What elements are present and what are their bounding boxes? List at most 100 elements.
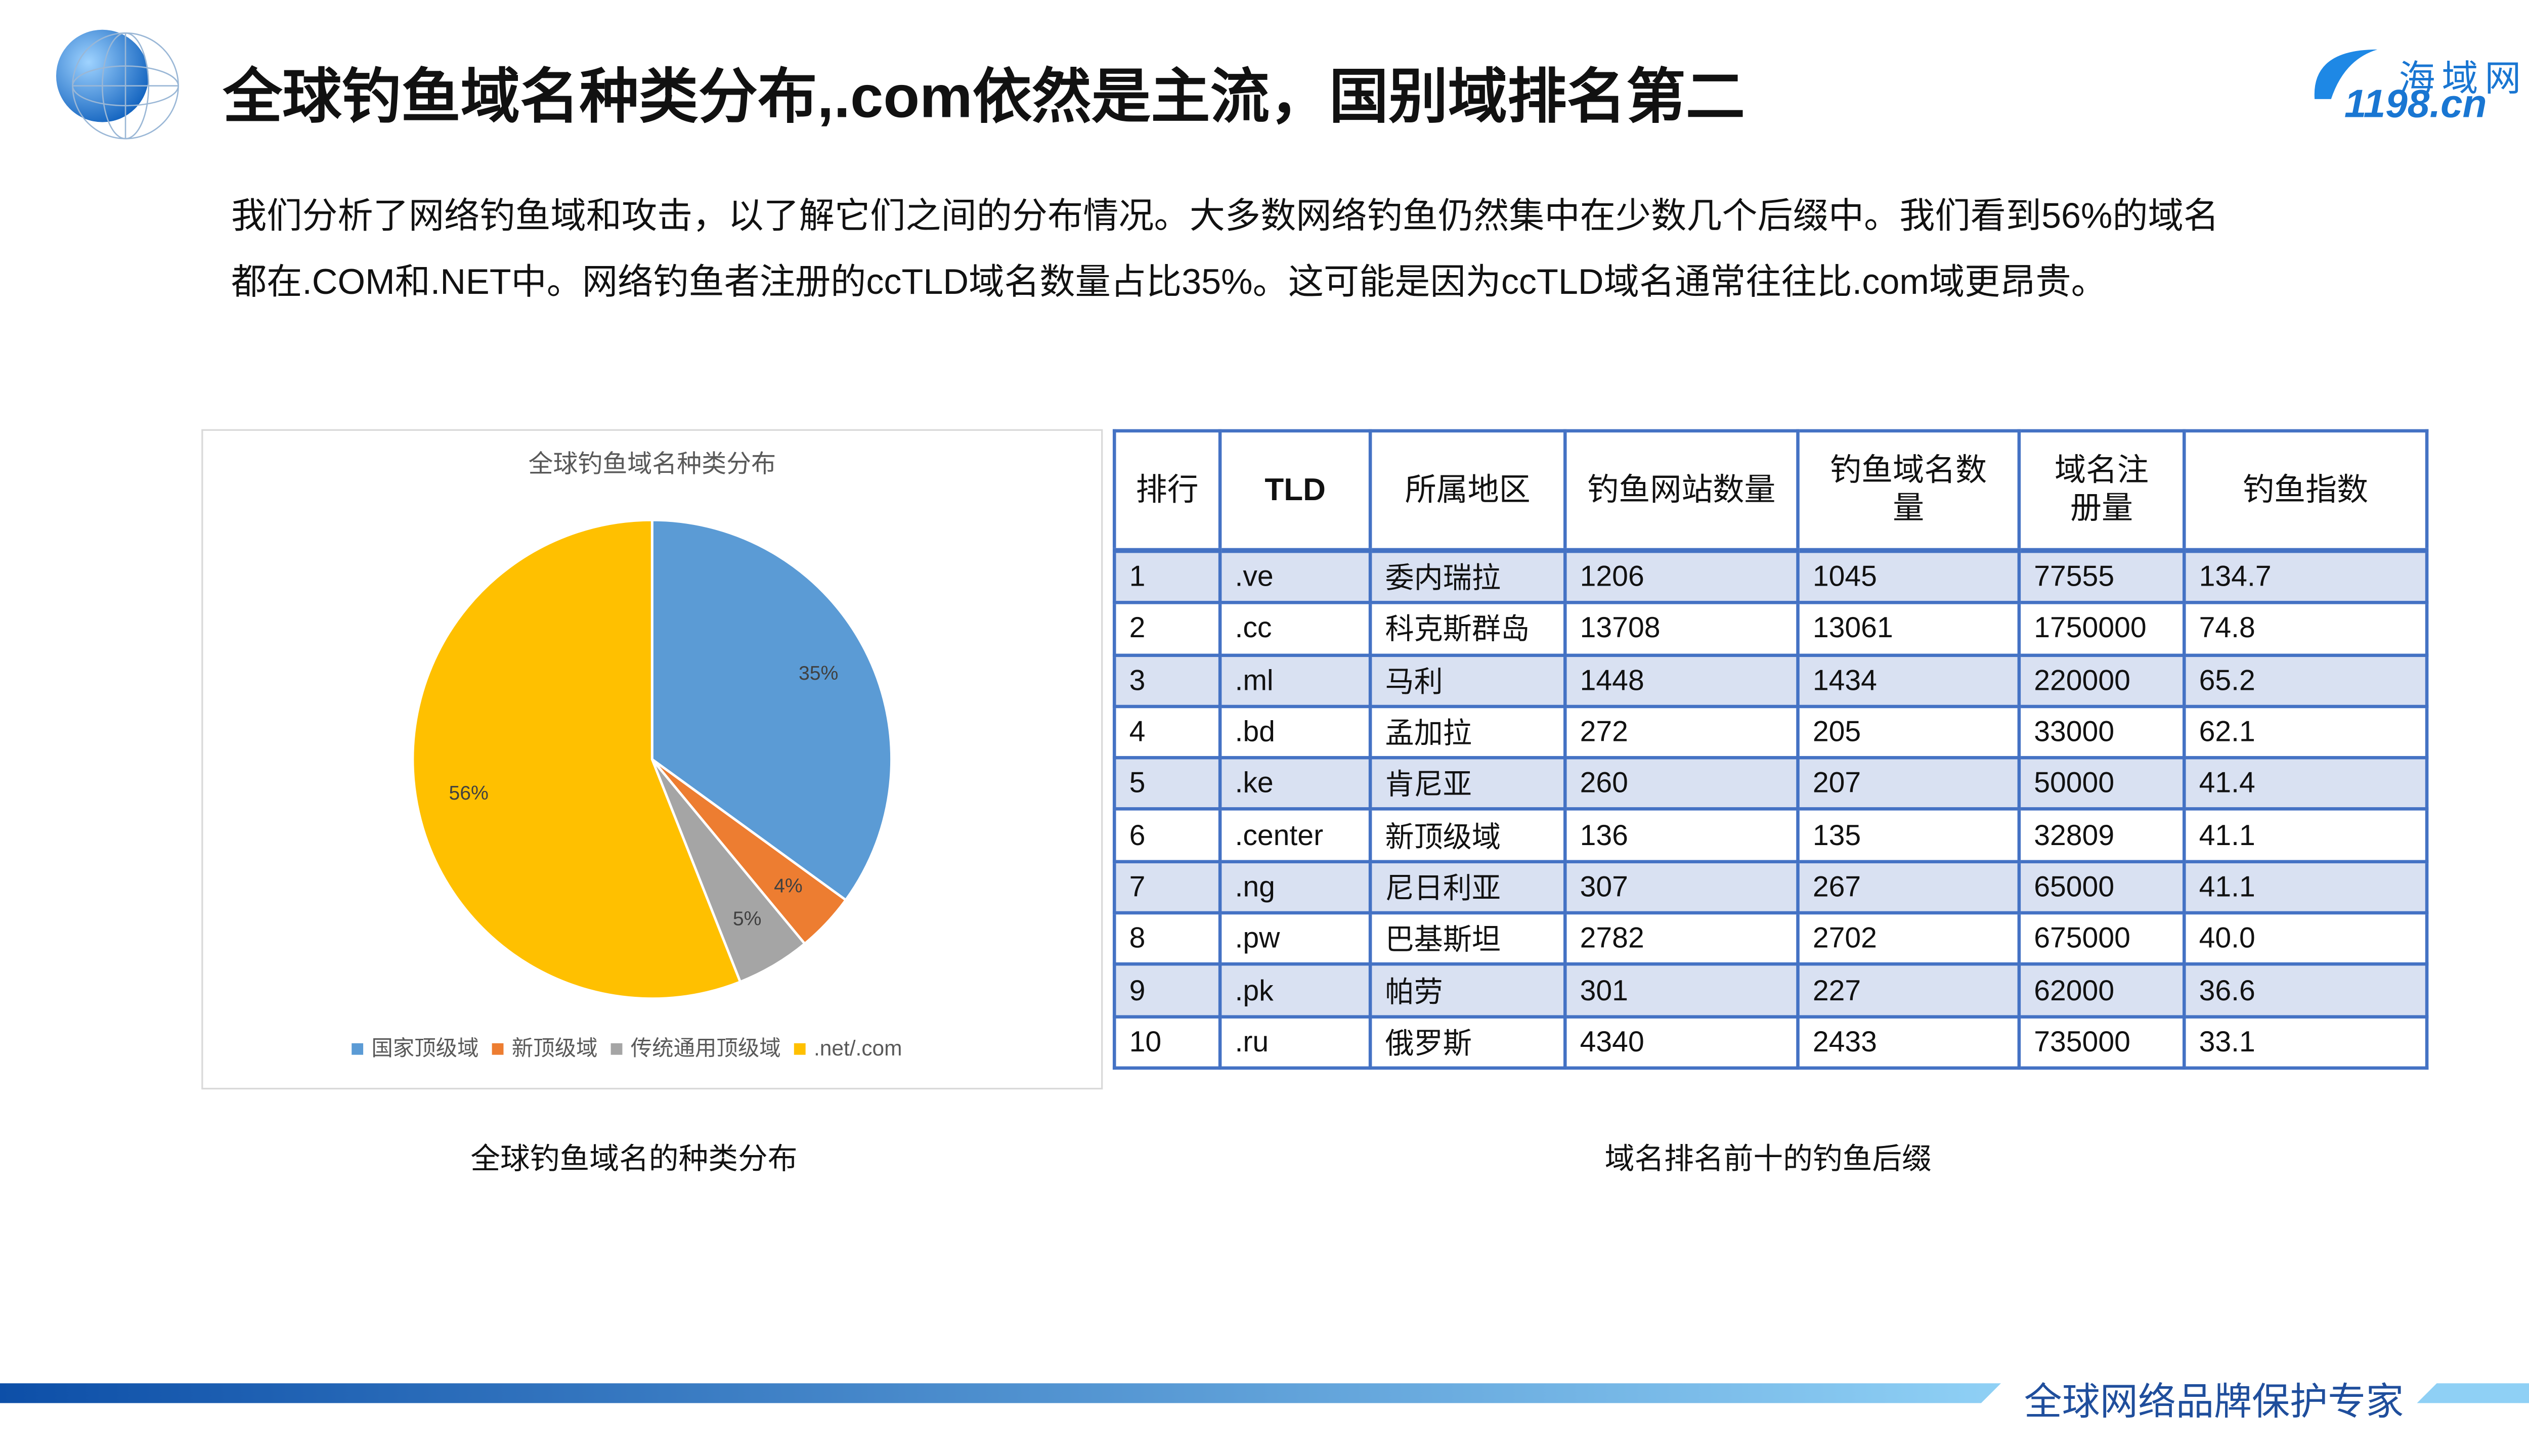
table-cell: 1434: [1796, 653, 2021, 708]
column-header: 排行: [1112, 429, 1222, 553]
table-row: 2 .cc 科克斯群岛 13708 13061 1750000 74.8: [1112, 601, 2429, 656]
table-cell: 50000: [2017, 756, 2186, 812]
table-cell: 3: [1112, 653, 1222, 708]
legend-label: 国家顶级域: [371, 1036, 478, 1060]
table-cell: 10: [1112, 1014, 1222, 1070]
legend-swatch: [352, 1043, 364, 1055]
data-label: 56%: [449, 782, 488, 804]
table-cell: 8: [1112, 911, 1222, 966]
table-cell: 33000: [2017, 704, 2186, 760]
table-cell: .ve: [1218, 549, 1372, 605]
table-cell: 新顶级域: [1368, 808, 1567, 863]
table-cell: 2433: [1796, 1014, 2021, 1070]
table-cell: 13708: [1563, 601, 1800, 656]
table-cell: 1750000: [2017, 601, 2186, 656]
table-cell: 260: [1563, 756, 1800, 812]
legend-swatch: [492, 1043, 504, 1055]
column-header: 钓鱼域名数量: [1796, 429, 2021, 553]
table-row: 6 .center 新顶级域 136 135 32809 41.1: [1112, 808, 2429, 863]
table-row: 3 .ml 马利 1448 1434 220000 65.2: [1112, 653, 2429, 708]
table-cell: .center: [1218, 808, 1372, 863]
data-label: 4%: [774, 875, 803, 897]
table-cell: 委内瑞拉: [1368, 549, 1567, 605]
table-cell: 32809: [2017, 808, 2186, 863]
table-cell: 307: [1563, 859, 1800, 915]
table-cell: .ng: [1218, 859, 1372, 915]
table-cell: 735000: [2017, 1014, 2186, 1070]
logo-mesh: [72, 32, 179, 140]
table-row: 9 .pk 帕劳 301 227 62000 36.6: [1112, 963, 2429, 1018]
table-cell: 62000: [2017, 963, 2186, 1018]
table-cell: 207: [1796, 756, 2021, 812]
footer-text: 全球网络品牌保护专家: [2024, 1380, 2404, 1423]
legend-label: 新顶级域: [512, 1036, 598, 1060]
table-cell: 帕劳: [1368, 963, 1567, 1018]
table-cell: 马利: [1368, 653, 1567, 708]
table-cell: 62.1: [2183, 704, 2429, 760]
table-cell: 4: [1112, 704, 1222, 760]
table-cell: 134.7: [2183, 549, 2429, 605]
table-cell: 205: [1796, 704, 2021, 760]
table-cell: 227: [1796, 963, 2021, 1018]
chart-title: 全球钓鱼域名种类分布: [529, 450, 776, 477]
legend-swatch: [794, 1043, 806, 1055]
logo-swoosh: [2314, 49, 2378, 99]
table-row: 8 .pw 巴基斯坦 2782 2702 675000 40.0: [1112, 911, 2429, 966]
paragraph-line: 都在.COM和.NET中。网络钓鱼者注册的ccTLD域名数量占比35%。这可能是…: [231, 262, 2107, 302]
table-cell: 尼日利亚: [1368, 859, 1567, 915]
data-label: 5%: [733, 908, 762, 930]
table-caption: 域名排名前十的钓鱼后缀: [1604, 1142, 1932, 1175]
table-cell: 40.0: [2183, 911, 2429, 966]
logo-url: 1198.cn: [2344, 82, 2487, 127]
table-cell: 7: [1112, 859, 1222, 915]
table-cell: 65.2: [2183, 653, 2429, 708]
table-cell: 74.8: [2183, 601, 2429, 656]
table-cell: .bd: [1218, 704, 1372, 760]
table-cell: .cc: [1218, 601, 1372, 656]
table-row: 5 .ke 肯尼亚 260 207 50000 41.4: [1112, 756, 2429, 812]
title: 全球钓鱼域名种类分布,.com依然是主流，国别域排名第二: [223, 63, 1746, 130]
table-cell: 13061: [1796, 601, 2021, 656]
table-cell: .pw: [1218, 911, 1372, 966]
table-cell: 41.4: [2183, 756, 2429, 812]
table-cell: 1448: [1563, 653, 1800, 708]
table-row: 10 .ru 俄罗斯 4340 2433 735000 33.1: [1112, 1014, 2429, 1070]
table-cell: 220000: [2017, 653, 2186, 708]
table-cell: 33.1: [2183, 1014, 2429, 1070]
table-cell: 41.1: [2183, 808, 2429, 863]
table-cell: 肯尼亚: [1368, 756, 1567, 812]
column-header: 域名注册量: [2017, 429, 2186, 553]
table-cell: 科克斯群岛: [1368, 601, 1567, 656]
table-cell: 675000: [2017, 911, 2186, 966]
pie-slice: [650, 518, 893, 902]
pie-chart: 全球钓鱼域名种类分布 35% 4% 5% 56% 国家顶级域 新顶级域 传统通用顶级域 .ne…: [352, 450, 902, 1060]
table-cell: .ml: [1218, 653, 1372, 708]
table-cell: 272: [1563, 704, 1800, 760]
table-cell: .ke: [1218, 756, 1372, 812]
table-cell: 1: [1112, 549, 1222, 605]
column-header: TLD: [1218, 429, 1372, 553]
chart-caption: 全球钓鱼域名的种类分布: [470, 1142, 798, 1175]
table-cell: 1206: [1563, 549, 1800, 605]
data-table: 排行 TLD 所属地区 钓鱼网站数量 钓鱼域名数量 域名注册量 钓鱼指数 1 .ve 委内瑞拉 1…: [1112, 429, 2429, 1070]
table-cell: 4340: [1563, 1014, 1800, 1070]
table-cell: 巴基斯坦: [1368, 911, 1567, 966]
table-cell: 267: [1796, 859, 2021, 915]
table-cell: 65000: [2017, 859, 2186, 915]
table-cell: 77555: [2017, 549, 2186, 605]
table-cell: 136: [1563, 808, 1800, 863]
paragraph-line: 我们分析了网络钓鱼域和攻击，以了解它们之间的分布情况。大多数网络钓鱼仍然集中在少…: [231, 196, 2219, 236]
table-cell: 6: [1112, 808, 1222, 863]
table-cell: .ru: [1218, 1014, 1372, 1070]
table-cell: 孟加拉: [1368, 704, 1567, 760]
table-row: 1 .ve 委内瑞拉 1206 1045 77555 134.7: [1112, 549, 2429, 605]
table-cell: 2: [1112, 601, 1222, 656]
legend-swatch: [611, 1043, 623, 1055]
logo-name: 海域网: [2399, 58, 2528, 99]
table-cell: 41.1: [2183, 859, 2429, 915]
footer-bar: [0, 1383, 2001, 1403]
column-header: 钓鱼指数: [2183, 429, 2429, 553]
pie-slice: [651, 758, 807, 984]
